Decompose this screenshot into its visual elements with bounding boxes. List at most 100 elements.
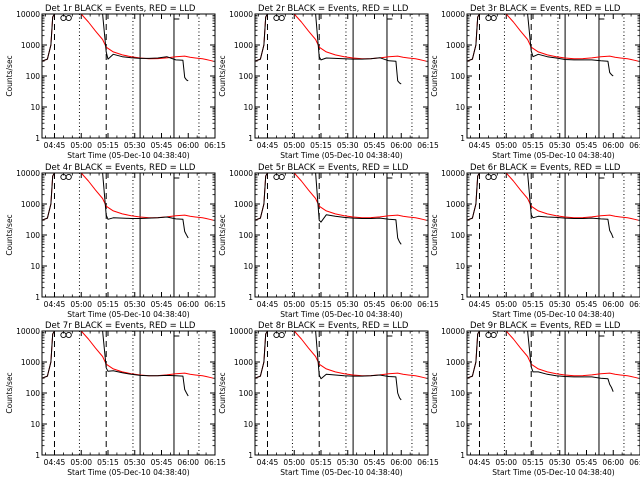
panel-det-8: Det 8r BLACK = Events, RED = LLD 1 10 100 10… bbox=[218, 321, 439, 477]
y-tick-label: 1 bbox=[460, 451, 465, 460]
corner-symbol bbox=[598, 173, 605, 179]
x-tick-label: 06:15 bbox=[629, 141, 640, 150]
x-tick-label: 05:00 bbox=[70, 300, 92, 309]
x-tick-label: 04:45 bbox=[257, 458, 279, 467]
x-tick-label: 05:45 bbox=[151, 141, 173, 150]
y-axis-label: Counts/sec bbox=[430, 55, 439, 96]
x-tick-label: 04:45 bbox=[257, 300, 279, 309]
x-tick-label: 04:45 bbox=[257, 141, 279, 150]
y-tick-label: 1 bbox=[248, 134, 253, 143]
plot-frame bbox=[254, 330, 429, 456]
x-tick-label: 05:00 bbox=[283, 300, 305, 309]
x-tick-label: 06:15 bbox=[417, 300, 439, 309]
y-tick-label: 10 bbox=[455, 103, 465, 112]
chart-title: Det 2r BLACK = Events, RED = LLD bbox=[258, 4, 409, 14]
x-tick-label: 05:15 bbox=[97, 141, 119, 150]
x-tick-label: 06:15 bbox=[204, 141, 226, 150]
y-tick-label: 1 bbox=[248, 293, 253, 302]
y-tick-label: 1 bbox=[35, 451, 40, 460]
x-tick-label: 06:00 bbox=[177, 300, 199, 309]
x-tick-label: 06:15 bbox=[204, 458, 226, 467]
x-tick-label: 05:30 bbox=[337, 458, 359, 467]
panel-det-7: Det 7r BLACK = Events, RED = LLD 1 10 100 10… bbox=[5, 321, 226, 477]
panel-det-4: Det 4r BLACK = Events, RED = LLD 1 10 100 10… bbox=[5, 163, 226, 319]
y-tick-label: 100 bbox=[26, 389, 41, 398]
marker-symbol bbox=[278, 173, 285, 181]
x-tick-label: 05:45 bbox=[576, 458, 598, 467]
plot-frame bbox=[466, 330, 640, 456]
y-tick-label: 1000 bbox=[21, 200, 40, 209]
panel-det-9: Det 9r BLACK = Events, RED = LLD 1 10 100 10… bbox=[430, 321, 640, 477]
chart-title: Det 4r BLACK = Events, RED = LLD bbox=[45, 163, 196, 173]
plot-frame bbox=[41, 172, 216, 298]
x-tick-label: 05:30 bbox=[337, 300, 359, 309]
plot-frame bbox=[466, 13, 640, 139]
x-tick-label: 05:45 bbox=[364, 300, 386, 309]
y-tick-label: 100 bbox=[26, 231, 41, 240]
x-tick-label: 05:15 bbox=[310, 458, 332, 467]
x-tick-label: 06:15 bbox=[204, 300, 226, 309]
y-tick-label: 10000 bbox=[441, 169, 465, 178]
x-tick-label: 05:30 bbox=[549, 458, 571, 467]
x-tick-label: 05:45 bbox=[364, 458, 386, 467]
marker-symbol bbox=[278, 14, 285, 22]
series-line-lld bbox=[41, 330, 214, 379]
plot-frame bbox=[254, 13, 429, 139]
y-tick-label: 1000 bbox=[21, 41, 40, 50]
y-tick-label: 1000 bbox=[234, 41, 253, 50]
x-tick-label: 05:45 bbox=[576, 141, 598, 150]
x-tick-label: 05:15 bbox=[97, 458, 119, 467]
y-tick-label: 1000 bbox=[234, 200, 253, 209]
x-tick-label: 05:00 bbox=[495, 458, 517, 467]
x-tick-label: 05:15 bbox=[522, 458, 544, 467]
x-tick-label: 05:30 bbox=[124, 300, 146, 309]
y-axis-label: Counts/sec bbox=[5, 55, 14, 96]
y-tick-label: 10000 bbox=[16, 10, 40, 19]
x-tick-label: 06:00 bbox=[177, 458, 199, 467]
marker-symbol bbox=[490, 14, 497, 22]
series-line-events bbox=[254, 172, 402, 245]
corner-symbol bbox=[598, 14, 605, 20]
x-tick-label: 06:00 bbox=[390, 458, 412, 467]
panel-det-6: Det 6r BLACK = Events, RED = LLD 1 10 100 10… bbox=[430, 163, 640, 319]
y-tick-label: 10 bbox=[30, 262, 40, 271]
y-axis-label: Counts/sec bbox=[5, 372, 14, 413]
y-tick-label: 10000 bbox=[16, 169, 40, 178]
plot-frame bbox=[466, 172, 640, 298]
x-axis-label: Start Time (05-Dec-10 04:38:40) bbox=[492, 151, 614, 160]
chart-title: Det 6r BLACK = Events, RED = LLD bbox=[470, 163, 621, 173]
y-axis-label: Counts/sec bbox=[218, 214, 227, 255]
x-tick-label: 05:45 bbox=[364, 141, 386, 150]
panel-det-2: Det 2r BLACK = Events, RED = LLD 1 10 100 10… bbox=[218, 4, 439, 160]
y-tick-label: 100 bbox=[239, 72, 254, 81]
series-line-events bbox=[466, 13, 614, 77]
series-line-events bbox=[41, 330, 189, 397]
corner-symbol bbox=[598, 331, 605, 337]
plot-frame bbox=[41, 13, 216, 139]
marker-symbol bbox=[490, 173, 497, 181]
marker-symbol bbox=[65, 14, 72, 22]
chart-title: Det 7r BLACK = Events, RED = LLD bbox=[45, 321, 196, 331]
y-tick-label: 1000 bbox=[234, 358, 253, 367]
x-tick-label: 05:00 bbox=[495, 300, 517, 309]
y-tick-label: 10000 bbox=[229, 10, 253, 19]
x-tick-label: 04:45 bbox=[44, 141, 66, 150]
x-tick-label: 05:15 bbox=[310, 141, 332, 150]
x-tick-label: 06:00 bbox=[390, 141, 412, 150]
x-tick-label: 06:15 bbox=[629, 300, 640, 309]
x-tick-label: 05:30 bbox=[124, 141, 146, 150]
y-tick-label: 1000 bbox=[446, 358, 465, 367]
chart-title: Det 3r BLACK = Events, RED = LLD bbox=[470, 4, 621, 14]
y-tick-label: 100 bbox=[451, 72, 466, 81]
x-tick-label: 05:30 bbox=[549, 300, 571, 309]
series-line-events bbox=[41, 13, 189, 82]
x-tick-label: 05:45 bbox=[576, 300, 598, 309]
y-tick-label: 10000 bbox=[229, 327, 253, 336]
y-tick-label: 1 bbox=[35, 134, 40, 143]
y-tick-label: 100 bbox=[451, 231, 466, 240]
x-tick-label: 05:45 bbox=[151, 458, 173, 467]
series-line-events bbox=[466, 330, 614, 392]
x-tick-label: 05:00 bbox=[283, 458, 305, 467]
x-tick-label: 05:15 bbox=[310, 300, 332, 309]
x-axis-label: Start Time (05-Dec-10 04:38:40) bbox=[280, 151, 402, 160]
